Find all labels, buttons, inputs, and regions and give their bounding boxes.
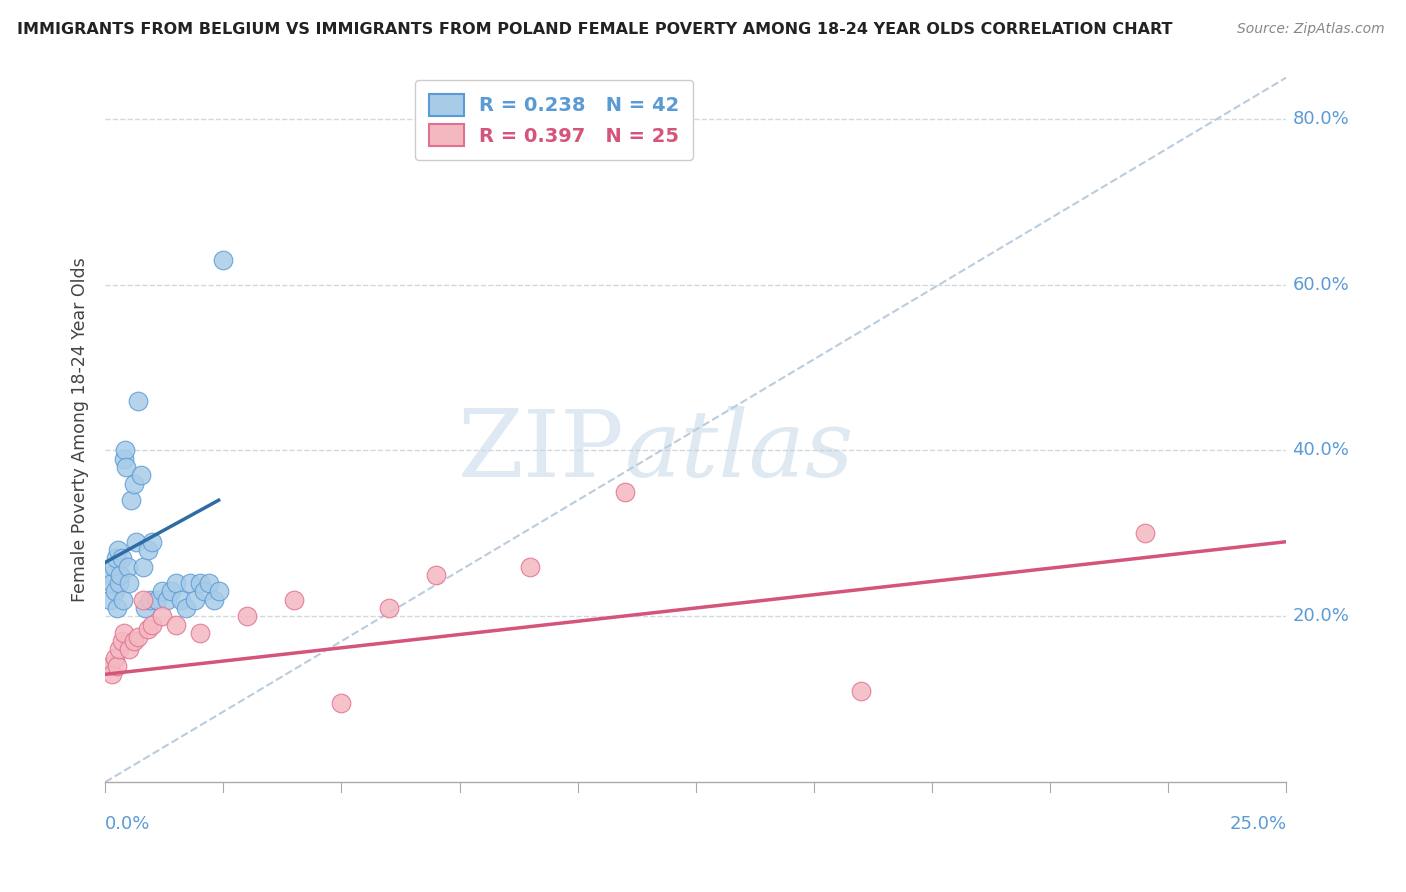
Point (202, 592, 225, 607)
Point (101, 576, 124, 591)
Point (193, 584, 215, 599)
Point (132, 592, 155, 607)
Point (425, 567, 447, 582)
Point (125, 534, 148, 549)
Point (104, 551, 127, 566)
Point (134, 601, 156, 615)
Point (188, 576, 211, 591)
Point (851, 684, 873, 698)
Point (160, 584, 183, 599)
Point (110, 567, 132, 582)
Point (188, 625, 211, 640)
Point (127, 630, 149, 644)
Point (112, 592, 135, 607)
Text: Source: ZipAtlas.com: Source: ZipAtlas.com (1237, 22, 1385, 37)
Point (98, 659, 121, 673)
Point (120, 493, 142, 508)
Point (146, 592, 169, 607)
Point (136, 543, 159, 558)
Point (101, 667, 124, 681)
Point (283, 592, 305, 607)
Text: 25.0%: 25.0% (1229, 815, 1286, 833)
Text: 20.0%: 20.0% (1292, 607, 1350, 625)
Text: ZIP: ZIP (458, 406, 626, 496)
Point (103, 559, 125, 574)
Point (129, 468, 152, 483)
Point (156, 592, 179, 607)
Point (107, 543, 129, 558)
Point (212, 252, 235, 267)
Text: 60.0%: 60.0% (1292, 276, 1350, 293)
Point (118, 642, 141, 657)
Point (105, 601, 128, 615)
Point (127, 393, 149, 408)
Point (139, 592, 162, 607)
Point (174, 601, 197, 615)
Point (105, 659, 128, 673)
Point (108, 576, 131, 591)
Point (112, 625, 135, 640)
Point (377, 601, 399, 615)
Point (141, 534, 163, 549)
Point (111, 634, 134, 648)
Point (136, 622, 159, 636)
Point (165, 617, 187, 632)
Point (1133, 526, 1156, 541)
Point (150, 584, 173, 599)
Point (236, 609, 259, 624)
Point (98, 592, 121, 607)
Point (519, 559, 541, 574)
Point (198, 576, 221, 591)
Point (122, 476, 145, 491)
Y-axis label: Female Poverty Among 18-24 Year Olds: Female Poverty Among 18-24 Year Olds (72, 258, 89, 602)
Text: atlas: atlas (626, 406, 855, 496)
Point (150, 609, 173, 624)
Point (100, 567, 122, 582)
Point (118, 576, 141, 591)
Text: IMMIGRANTS FROM BELGIUM VS IMMIGRANTS FROM POLAND FEMALE POVERTY AMONG 18-24 YEA: IMMIGRANTS FROM BELGIUM VS IMMIGRANTS FR… (17, 22, 1173, 37)
Point (122, 634, 145, 648)
Text: 40.0%: 40.0% (1292, 442, 1350, 459)
Point (165, 576, 187, 591)
Point (179, 576, 201, 591)
Point (132, 559, 155, 574)
Point (207, 584, 229, 599)
Legend: R = 0.238   N = 42, R = 0.397   N = 25: R = 0.238 N = 42, R = 0.397 N = 25 (415, 80, 693, 160)
Point (184, 592, 207, 607)
Point (104, 584, 127, 599)
Point (330, 696, 353, 710)
Point (112, 451, 135, 466)
Point (170, 592, 193, 607)
Point (141, 617, 163, 632)
Text: 0.0%: 0.0% (105, 815, 150, 833)
Point (117, 559, 139, 574)
Point (114, 443, 136, 458)
Point (614, 484, 637, 499)
Point (104, 650, 127, 665)
Point (111, 551, 134, 566)
Point (108, 642, 131, 657)
Text: 80.0%: 80.0% (1292, 110, 1350, 128)
Point (115, 460, 138, 475)
